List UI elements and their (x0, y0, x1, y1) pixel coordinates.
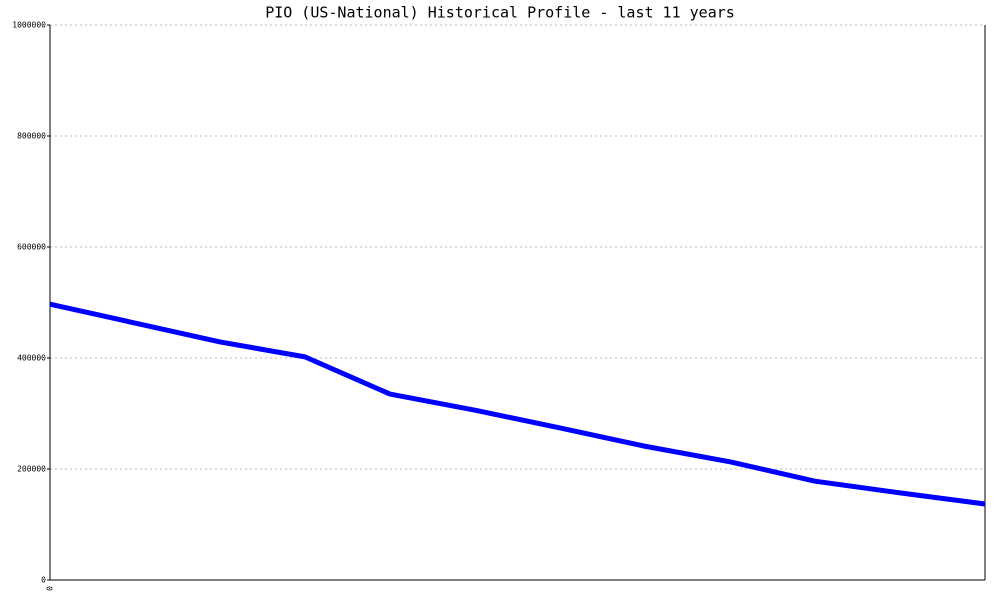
y-tick-label: 1000000 (12, 21, 46, 30)
y-tick-label: 800000 (17, 132, 46, 141)
line-series (49, 301, 986, 507)
chart-title: PIO (US-National) Historical Profile - l… (265, 4, 735, 22)
y-tick-label: 400000 (17, 354, 46, 363)
y-tick-label: 0 (41, 576, 46, 585)
y-tick-label: 600000 (17, 243, 46, 252)
y-tick-label: 200000 (17, 465, 46, 474)
x-tick-label: 0 (46, 586, 55, 591)
